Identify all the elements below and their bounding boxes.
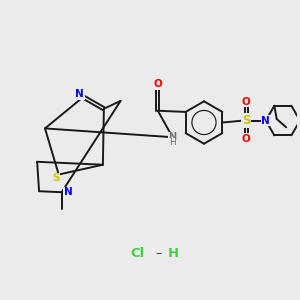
Text: N: N	[261, 116, 270, 126]
Text: H: H	[167, 247, 178, 260]
Text: Cl: Cl	[130, 247, 145, 260]
Text: N: N	[75, 89, 84, 99]
Text: S: S	[242, 114, 250, 127]
Text: N: N	[64, 187, 73, 197]
Text: O: O	[242, 97, 250, 106]
Text: H: H	[169, 138, 176, 147]
Text: O: O	[154, 79, 162, 89]
Text: N: N	[169, 132, 177, 142]
Text: –: –	[155, 247, 161, 260]
Text: S: S	[52, 173, 59, 183]
Text: O: O	[242, 134, 250, 144]
